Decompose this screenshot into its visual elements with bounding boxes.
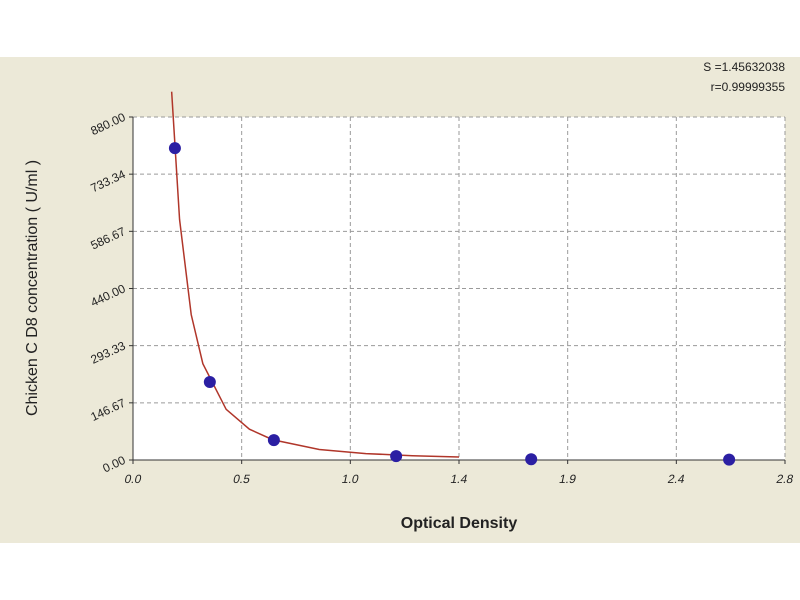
x-tick-label: 2.8	[775, 472, 795, 486]
annotation: r=0.99999355	[711, 80, 786, 94]
x-tick-label: 1.9	[558, 472, 578, 486]
x-tick-label: 1.4	[449, 472, 469, 486]
data-point	[723, 453, 736, 466]
x-tick-label: 0.5	[232, 472, 252, 486]
data-point	[168, 142, 181, 155]
data-point	[525, 453, 538, 466]
data-point	[390, 450, 403, 463]
data-point	[267, 434, 280, 447]
y-axis-label: Chicken C D8 concentration ( U/ml )	[24, 160, 41, 416]
x-tick-label: 1.0	[341, 472, 361, 486]
x-tick-label: 2.4	[667, 472, 687, 486]
annotation: S =1.45632038	[703, 60, 785, 74]
data-point	[203, 376, 216, 389]
x-axis-label: Optical Density	[401, 515, 518, 532]
x-tick-label: 0.0	[123, 472, 143, 486]
fit-curve	[170, 91, 460, 458]
